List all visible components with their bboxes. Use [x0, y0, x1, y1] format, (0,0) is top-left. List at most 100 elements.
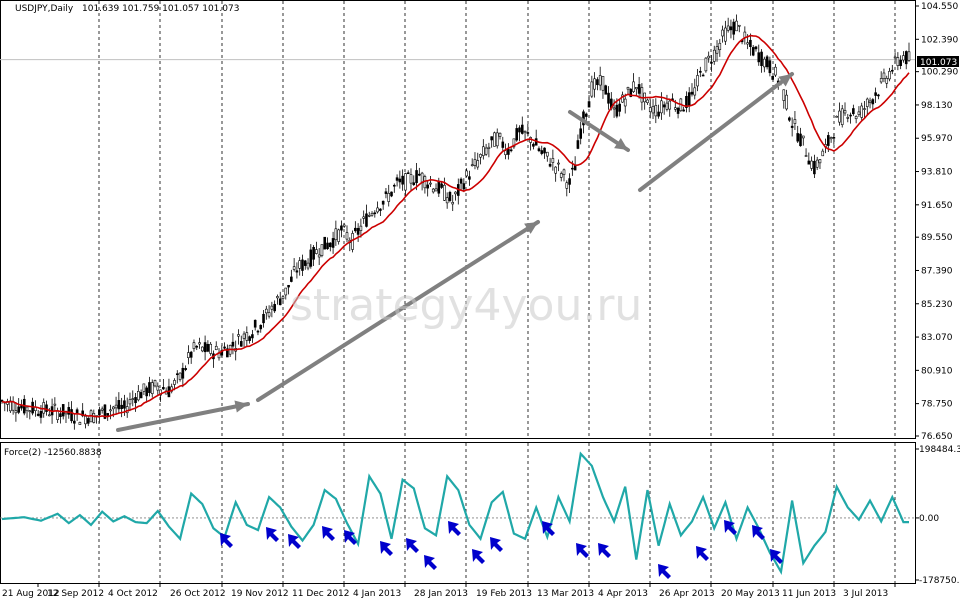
candle-body [746, 42, 749, 45]
candle-body [729, 26, 733, 31]
candle-body [623, 98, 627, 107]
ohlc-readout: 101.639 101.759 101.057 101.073 [82, 4, 239, 14]
candle-body [584, 113, 588, 117]
candle-body [537, 148, 541, 152]
signal-arrow [598, 543, 611, 558]
candle-body [451, 202, 455, 205]
trend-arrow-head [234, 400, 248, 413]
candle-body [162, 387, 165, 390]
price-axis: 104.550 102.390 100.290 98.130 95.970 93.810 9… [915, 2, 960, 586]
last-price-marker [917, 56, 959, 67]
candle-body [298, 260, 301, 269]
candle-body [465, 170, 468, 177]
signal-arrow [724, 520, 737, 535]
candle-body [696, 75, 699, 87]
candle-body [123, 400, 126, 409]
candle-body [409, 174, 413, 184]
indicator-panel-frame [0, 442, 916, 584]
force-series-line [1, 451, 909, 576]
candle-body [704, 57, 708, 72]
candle-body [882, 72, 886, 80]
candle-body [75, 409, 79, 414]
price-tick-label: 98.130 [921, 101, 953, 111]
candle-body [907, 51, 911, 61]
candle-body [334, 228, 338, 241]
ma-line [1, 34, 910, 418]
candle-body [175, 373, 179, 376]
candle-body [685, 95, 688, 108]
candle-body [629, 88, 633, 97]
candle-body [632, 81, 635, 92]
candle-body [273, 303, 276, 312]
candle-body [801, 135, 805, 139]
candle-body [576, 140, 580, 149]
price-tick-label: 91.650 [921, 201, 953, 211]
candle-body [253, 319, 257, 328]
candle-body [245, 332, 249, 341]
candle-body [871, 99, 875, 105]
candle-body [134, 397, 137, 404]
candle-body [635, 86, 638, 90]
price-tick-label: 83.070 [921, 333, 953, 343]
candle-body [445, 197, 449, 204]
candle-body [468, 176, 471, 180]
price-panel-frame [0, 0, 916, 439]
candle-body [818, 159, 822, 164]
candle-body [532, 143, 535, 147]
candle-body [370, 213, 374, 216]
candle-body [737, 24, 741, 27]
signal-arrow [696, 546, 709, 561]
candle-body [111, 406, 115, 410]
candle-body [665, 102, 669, 110]
last-price-label: 101.073 [920, 58, 957, 68]
candle-body [20, 405, 23, 409]
candle-body [426, 184, 429, 189]
candle-body [493, 132, 496, 147]
candle-body [359, 225, 363, 231]
signal-arrow [322, 526, 335, 541]
candle-body [209, 343, 212, 354]
candle-body [590, 81, 594, 97]
candle-body [637, 84, 641, 94]
candle-body [732, 21, 736, 35]
candle-body [843, 110, 847, 114]
candle-body [239, 341, 243, 347]
candle-body [17, 406, 20, 413]
candle-body [896, 57, 900, 66]
candle-body [98, 409, 101, 416]
candle-body [223, 346, 226, 349]
candle-body [799, 133, 802, 147]
trend-arrow-head [524, 222, 538, 234]
force-index-layer [1, 451, 909, 576]
candle-body [267, 312, 271, 317]
candle-body [362, 216, 365, 219]
candle-body [852, 108, 855, 115]
candle-body [36, 413, 40, 416]
force-tick-label: -178750.2 [919, 576, 960, 586]
candle-body [785, 94, 788, 110]
candle-body [67, 407, 71, 415]
candle-body [557, 162, 560, 165]
candle-body [902, 55, 905, 61]
candle-body [201, 346, 204, 352]
candle-body [448, 191, 452, 201]
candle-body [181, 367, 185, 379]
candle-body [56, 410, 59, 420]
candle-body [262, 313, 265, 324]
candle-body [142, 383, 146, 392]
candle-body [295, 270, 299, 273]
candle-body [676, 107, 680, 114]
candle-body [320, 244, 324, 256]
candle-body [821, 150, 825, 157]
candle-body [278, 298, 282, 306]
signal-arrow [344, 530, 357, 545]
candle-body [829, 137, 833, 140]
arrow-layer [116, 72, 794, 579]
candle-body [754, 46, 758, 50]
signal-arrow [406, 538, 419, 553]
candle-body [148, 382, 151, 393]
candle-body [189, 351, 193, 358]
candle-body [854, 116, 858, 120]
candle-body [340, 225, 343, 231]
